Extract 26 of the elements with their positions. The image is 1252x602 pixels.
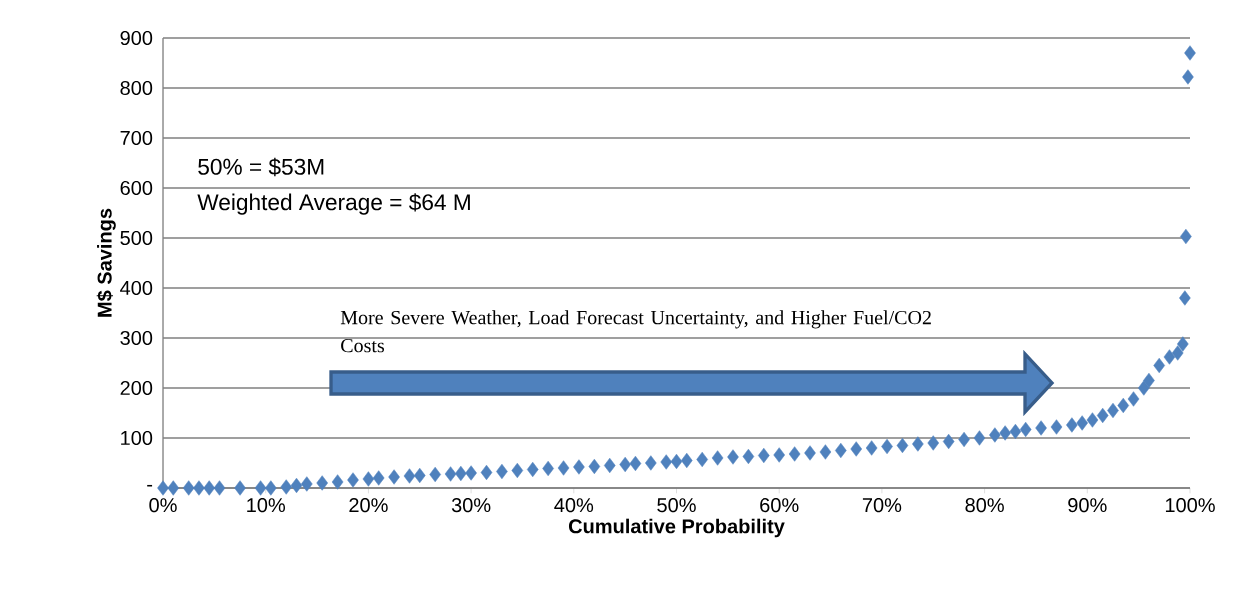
x-tick-label: 90% xyxy=(1068,498,1107,513)
y-tick-label: 200 xyxy=(120,380,153,396)
x-tick-label: 100% xyxy=(1165,498,1215,513)
y-tick-label: - xyxy=(147,484,153,487)
y-tick-label: 300 xyxy=(120,330,153,346)
annotation: More Severe Weather, Load Forecast Uncertainty, and Higher Fuel/CO2 Costs xyxy=(340,310,931,353)
annotation: Weighted Average = $64 M xyxy=(197,193,470,215)
x-tick-label: 0% xyxy=(149,498,177,513)
annotation: 50% = $53M xyxy=(198,157,324,177)
x-axis-title: Cumulative Probability xyxy=(568,518,785,538)
x-tick-label: 70% xyxy=(862,498,902,513)
y-tick-label: 900 xyxy=(120,30,153,46)
x-tick-label: 40% xyxy=(554,498,594,513)
y-tick-label: 700 xyxy=(120,130,153,146)
x-tick-label: 10% xyxy=(247,498,285,513)
y-tick-label: 800 xyxy=(120,80,153,96)
x-tick-label: 80% xyxy=(965,498,1004,513)
y-tick-label: 600 xyxy=(120,180,153,196)
x-tick-label: 30% xyxy=(451,498,491,513)
y-tick-label: 400 xyxy=(120,280,153,296)
x-tick-label: 60% xyxy=(760,498,799,513)
x-tick-label: 20% xyxy=(349,498,388,513)
y-axis-title: M$ Savings xyxy=(96,208,116,317)
y-tick-label: 500 xyxy=(120,230,153,246)
y-tick-label: 100 xyxy=(121,430,153,446)
x-tick-label: 50% xyxy=(657,498,696,513)
